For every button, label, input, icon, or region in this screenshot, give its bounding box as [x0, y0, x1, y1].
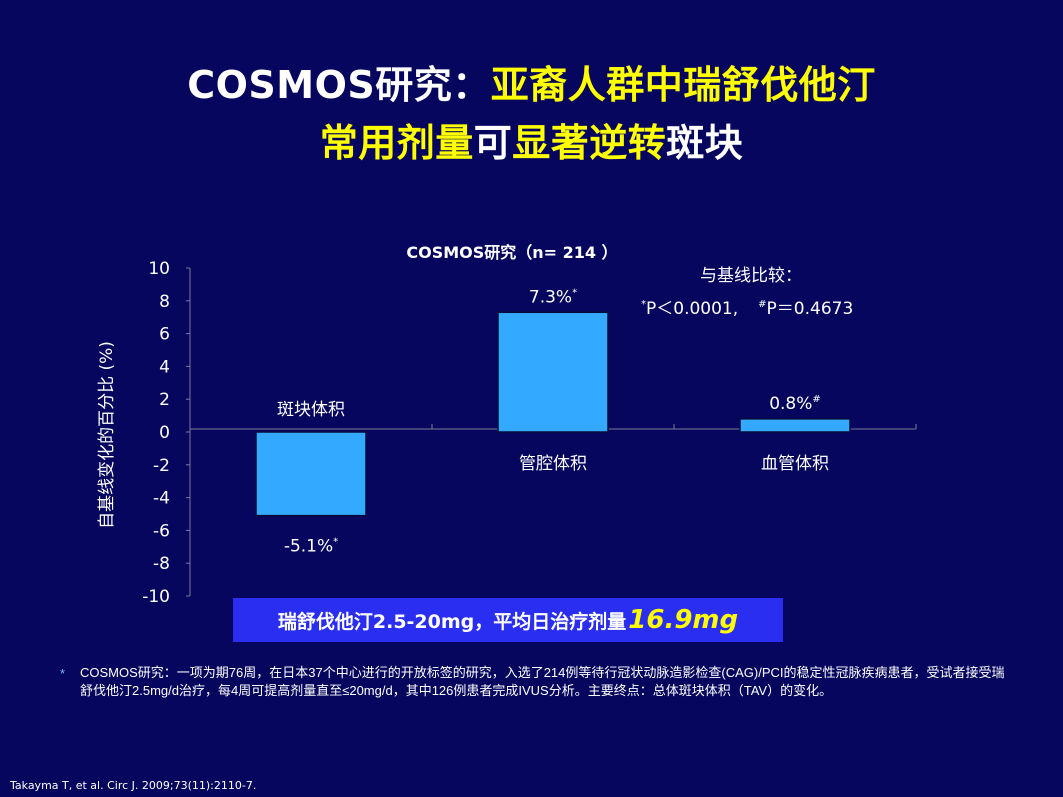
dose-banner: 瑞舒伐他汀2.5-20mg，平均日治疗剂量 16.9mg	[233, 598, 783, 642]
bar	[497, 311, 609, 433]
banner-text: 瑞舒伐他汀2.5-20mg，平均日治疗剂量	[277, 610, 627, 633]
data-label: -5.1%*	[284, 537, 338, 557]
footnote: * COSMOS研究：一项为期76周，在日本37个中心进行的开放标签的研究，入选了…	[60, 664, 1010, 700]
title-part: 斑块	[666, 121, 744, 165]
title-part: 常用剂量	[319, 121, 474, 165]
reference: Takayma T, et al. Circ J. 2009;73(11):21…	[10, 779, 257, 792]
bar	[739, 418, 851, 433]
data-label-mark: #	[812, 394, 820, 405]
y-tick-label: -6	[153, 521, 170, 541]
title-part: 瑞舒伐他汀	[683, 63, 876, 107]
data-label-mark: *	[572, 287, 577, 298]
y-tick-label: 6	[159, 325, 170, 345]
y-tick-label: -10	[142, 587, 170, 607]
x-category-label: 斑块体积	[277, 400, 345, 420]
y-tick-label: 0	[159, 423, 170, 443]
x-category-label: 血管体积	[761, 454, 829, 474]
y-tick-label: 4	[159, 357, 170, 377]
slide-title-line1: COSMOS研究：亚裔人群中瑞舒伐他汀	[0, 60, 1063, 110]
footnote-text: COSMOS研究：一项为期76周，在日本37个中心进行的开放标签的研究，入选了2…	[80, 665, 1005, 698]
title-part: 可	[473, 121, 513, 165]
data-label-value: -5.1%	[284, 537, 333, 557]
data-label-value: 0.8%	[769, 394, 812, 414]
banner-dose: 16.9mg	[628, 605, 739, 635]
x-category-label: 管腔体积	[519, 454, 587, 474]
y-axis-label: 自基线变化的百分比 (%)	[97, 341, 117, 529]
annotation-mark: *	[641, 299, 646, 310]
slide-title-line2: 常用剂量可显著逆转斑块	[0, 118, 1063, 168]
bar	[255, 431, 367, 517]
title-part: 亚裔人群中	[490, 63, 684, 107]
annotation-p1: P＜0.0001,	[646, 299, 738, 319]
title-part: 显著逆转	[512, 121, 667, 165]
y-tick-label: -8	[153, 554, 170, 574]
title-part: COSMOS研究：	[187, 63, 491, 107]
annotation-p2: P＝0.4673	[767, 299, 854, 319]
y-tick-label: 10	[148, 259, 170, 279]
data-label-mark: *	[333, 537, 338, 548]
annotation-line2: *P＜0.0001, #P＝0.4673	[641, 299, 853, 319]
data-label: 7.3%*	[529, 287, 577, 307]
y-tick-label: -4	[153, 489, 170, 509]
annotation-line1: 与基线比较：	[700, 266, 802, 286]
annotation-mark: #	[758, 299, 766, 310]
footnote-star: *	[60, 666, 66, 681]
y-tick-label: -2	[153, 456, 170, 476]
data-label-value: 7.3%	[529, 287, 572, 307]
data-label: 0.8%#	[769, 394, 821, 414]
chart-title: COSMOS研究（n= 214 ）	[406, 243, 617, 262]
y-tick-label: 8	[159, 292, 170, 312]
y-tick-label: 2	[159, 390, 170, 410]
